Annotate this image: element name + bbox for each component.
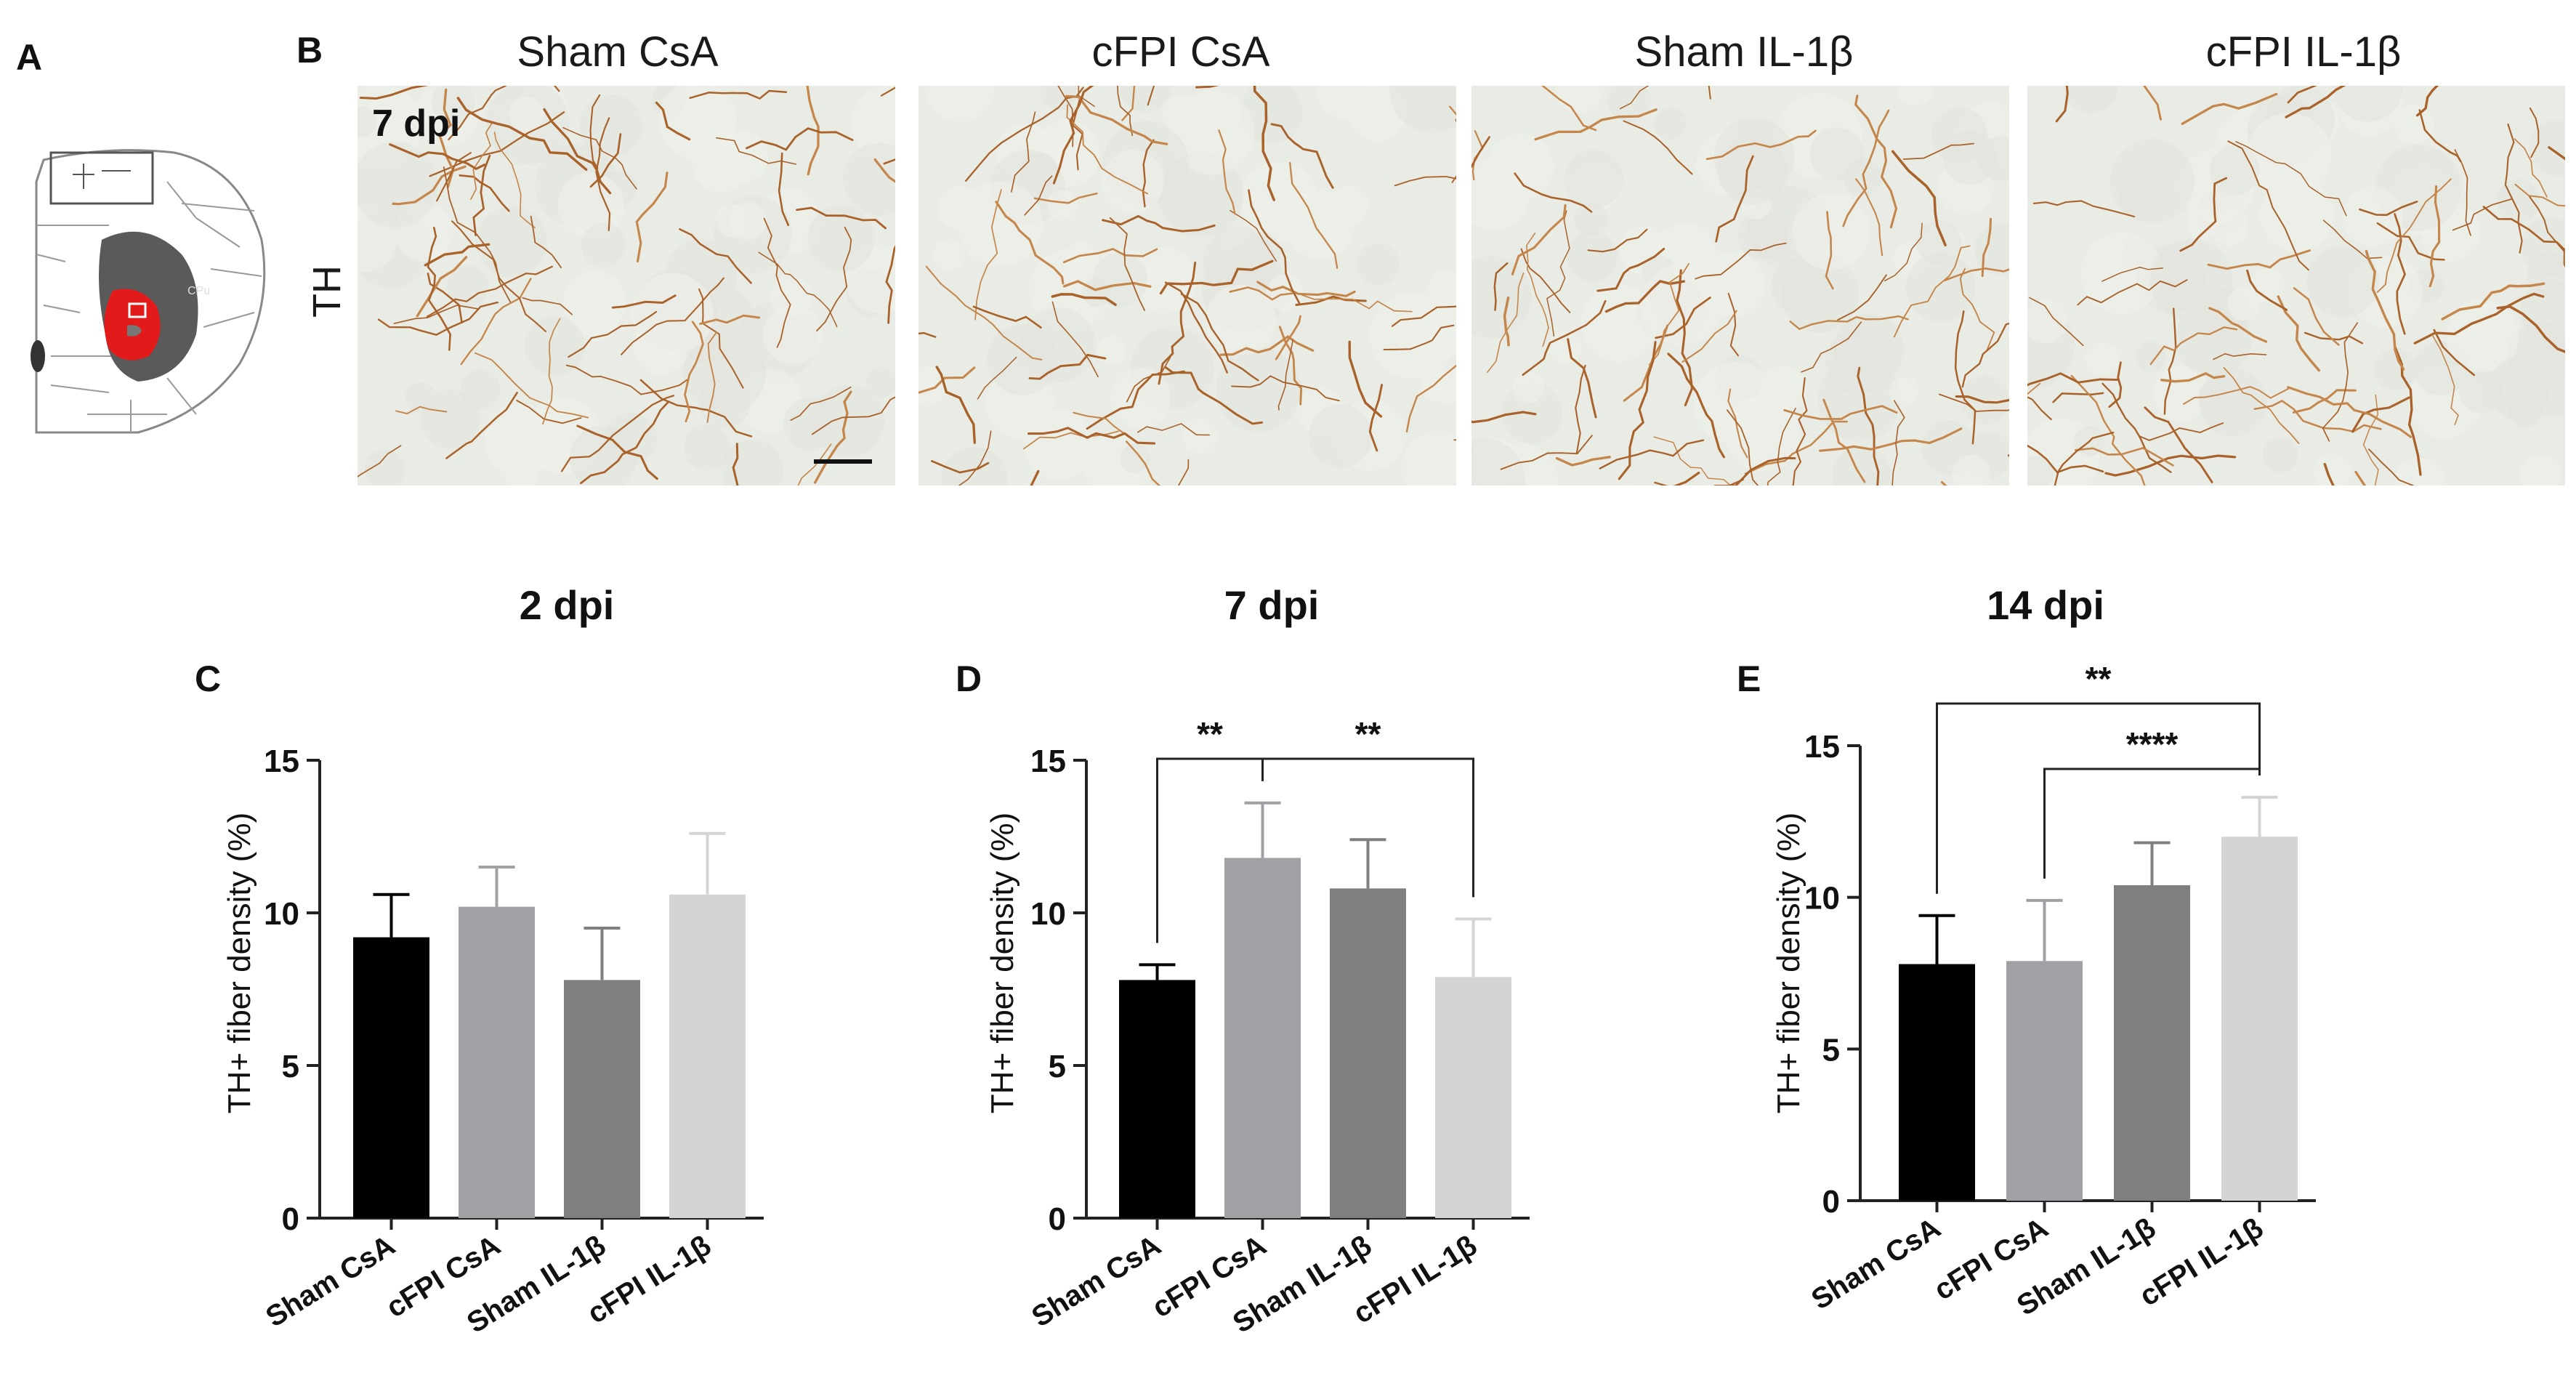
bar-3 — [1435, 977, 1511, 1218]
panel-letter-c: C — [195, 658, 222, 699]
micrograph-time-label: 7 dpi — [372, 102, 461, 145]
micrograph-title-cfpi-il1b: cFPI IL-1β — [2205, 28, 2402, 76]
significance-bracket-1 — [2043, 767, 2261, 879]
y-tick-label: 10 — [1804, 881, 1840, 916]
scale-bar — [814, 459, 872, 464]
x-tick-label: cFPI CsA — [381, 1229, 506, 1323]
x-tick-label: cFPI CsA — [1147, 1229, 1272, 1323]
brain-atlas-schematic: CPu — [22, 138, 276, 451]
significance-label-0: ** — [1197, 715, 1223, 753]
significance-label-1: ** — [1355, 715, 1381, 753]
bar-0 — [353, 937, 429, 1218]
atlas-cpu-label: CPu — [187, 285, 210, 297]
bar-3 — [2221, 837, 2298, 1201]
significance-label-0: ** — [2086, 660, 2112, 698]
x-tick-label: cFPI IL-1β — [1348, 1229, 1482, 1330]
y-tick-label: 0 — [1049, 1201, 1066, 1237]
y-axis-label-c: TH+ fiber density (%) — [222, 812, 257, 1114]
micrograph-title-cfpi-csa: cFPI CsA — [1091, 28, 1270, 76]
x-tick-label: Sham CsA — [1026, 1229, 1166, 1333]
chart-title-7dpi: 7 dpi — [1224, 582, 1320, 628]
micrograph-cfpi-il1b — [2027, 86, 2565, 485]
bar-2 — [2114, 885, 2190, 1201]
y-tick-label: 5 — [282, 1049, 299, 1084]
x-tick-label: Sham IL-1β — [461, 1229, 611, 1339]
panel-letter-d: D — [956, 658, 982, 699]
x-tick-label: Sham IL-1β — [2011, 1212, 2161, 1322]
panel-letter-a: A — [16, 37, 43, 78]
y-tick-label: 0 — [1822, 1184, 1840, 1220]
bar-0 — [1119, 980, 1195, 1218]
bar-3 — [669, 894, 746, 1218]
chart-title-14dpi: 14 dpi — [1987, 582, 2104, 628]
significance-bracket-0 — [1936, 702, 2261, 894]
y-tick-label: 15 — [1804, 729, 1840, 765]
bar-1 — [2006, 961, 2083, 1201]
x-tick-label: Sham IL-1β — [1227, 1229, 1377, 1339]
y-tick-label: 15 — [1030, 744, 1066, 779]
y-tick-label: 15 — [264, 744, 299, 779]
x-tick-label: Sham CsA — [1806, 1212, 1946, 1316]
y-axis-label-d: TH+ fiber density (%) — [985, 812, 1020, 1114]
significance-bracket-0 — [1156, 757, 1264, 943]
x-tick-label: cFPI IL-1β — [2134, 1212, 2269, 1313]
panel-letter-b: B — [296, 30, 323, 70]
micrograph-title-sham-csa: Sham CsA — [517, 28, 719, 76]
bar-0 — [1899, 964, 1975, 1201]
micrograph-sham-csa — [358, 86, 895, 485]
bar-2 — [1330, 888, 1406, 1218]
significance-label-1: **** — [2126, 725, 2179, 763]
y-axis-label-e: TH+ fiber density (%) — [1771, 812, 1806, 1114]
significance-bracket-1 — [1261, 757, 1474, 898]
micrograph-cfpi-csa — [918, 86, 1456, 485]
chart-title-2dpi: 2 dpi — [519, 582, 615, 628]
bar-1 — [459, 906, 535, 1218]
y-tick-label: 10 — [1030, 896, 1066, 932]
bar-1 — [1224, 858, 1301, 1218]
micrograph-row-label-th: TH — [305, 265, 349, 318]
micrograph-sham-il1b — [1471, 86, 2009, 485]
y-tick-label: 5 — [1822, 1032, 1840, 1068]
x-tick-label: cFPI IL-1β — [582, 1229, 716, 1330]
x-tick-label: cFPI CsA — [1929, 1212, 2054, 1306]
y-tick-label: 10 — [264, 896, 299, 932]
bar-2 — [564, 980, 640, 1218]
y-tick-label: 5 — [1049, 1049, 1066, 1084]
x-tick-label: Sham CsA — [260, 1229, 400, 1333]
micrograph-title-sham-il1b: Sham IL-1β — [1634, 28, 1854, 76]
panel-letter-e: E — [1737, 658, 1761, 699]
y-tick-label: 0 — [282, 1201, 299, 1237]
